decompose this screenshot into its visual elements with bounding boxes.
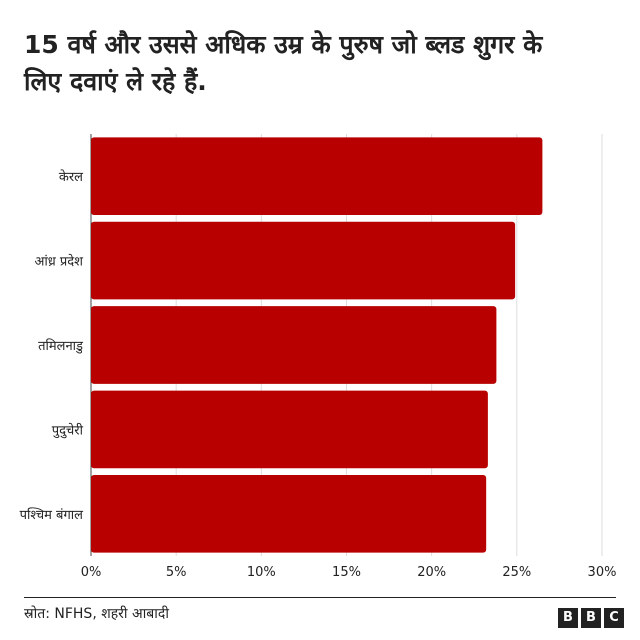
footer-divider	[24, 597, 616, 598]
bar-chart: केरल आंध्र प्रदेश तमिलनाडु पुदुचेरी पश्चिम ब…	[20, 134, 617, 580]
category-label: केरल	[59, 169, 83, 185]
bbc-logo: B B C	[558, 608, 624, 628]
bar	[91, 474, 487, 553]
bar	[91, 390, 488, 469]
x-tick-label: 10%	[247, 565, 276, 580]
category-label: तमिलनाडु	[38, 338, 84, 354]
x-tick-label: 30%	[588, 565, 617, 580]
x-tick-label: 15%	[332, 565, 361, 580]
bar	[91, 306, 497, 384]
chart-title: 15 वर्ष और उससे अधिक उम्र के पुरुष जो ब्…	[24, 30, 543, 96]
logo-letter: B	[558, 608, 578, 628]
x-tick-label: 20%	[417, 565, 446, 580]
category-label: आंध्र प्रदेश	[34, 254, 84, 270]
logo-letter: C	[604, 608, 624, 628]
x-tick-label: 25%	[502, 565, 531, 580]
x-tick-label: 5%	[166, 565, 187, 580]
source-note: स्रोत: NFHS, शहरी आबादी	[24, 606, 169, 622]
bar	[91, 221, 516, 300]
logo-letter: B	[581, 608, 601, 628]
bar	[91, 137, 543, 216]
x-tick-label: 0%	[81, 565, 102, 580]
category-label: पुदुचेरी	[52, 422, 84, 438]
category-label: पश्चिम बंगाल	[20, 507, 84, 523]
